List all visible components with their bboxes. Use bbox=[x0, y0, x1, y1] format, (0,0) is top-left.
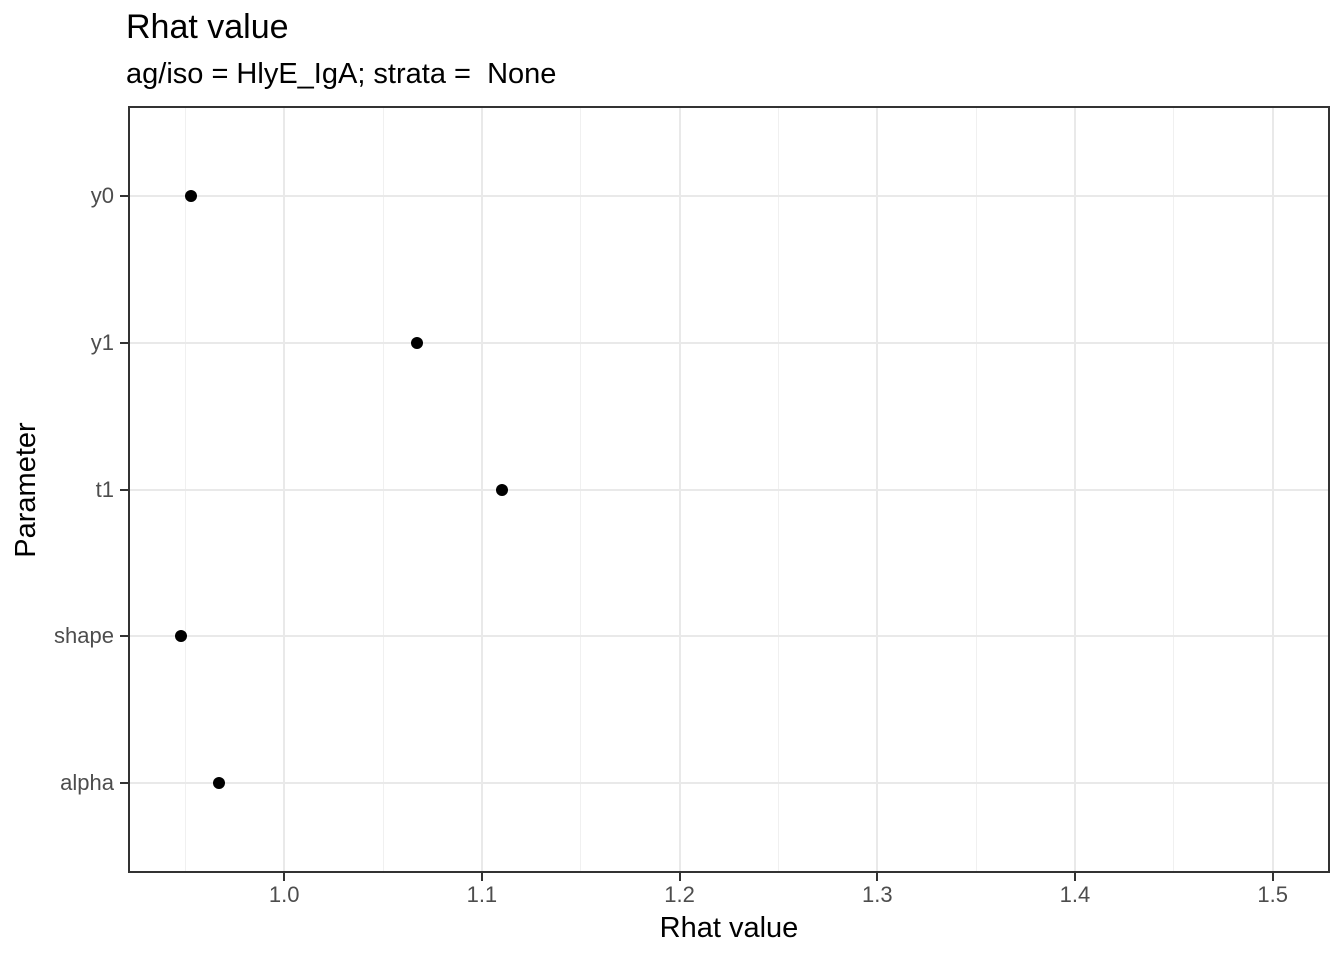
y-axis-tick-label: y1 bbox=[90, 329, 114, 355]
x-axis-tick-label: 1.1 bbox=[466, 882, 498, 907]
grid-line-horizontal-major bbox=[130, 781, 1328, 784]
plot-panel bbox=[128, 106, 1330, 873]
data-point bbox=[495, 483, 508, 496]
y-axis-tick bbox=[120, 781, 128, 784]
data-point bbox=[212, 776, 225, 789]
y-axis-tick-label: y0 bbox=[90, 183, 114, 209]
y-axis-tick bbox=[120, 195, 128, 198]
y-axis-tick bbox=[120, 341, 128, 344]
x-axis-tick-label: 1.4 bbox=[1059, 882, 1091, 907]
x-axis-tick-label: 1.3 bbox=[861, 882, 893, 907]
grid-line-horizontal-major bbox=[130, 195, 1328, 198]
grid-line-horizontal-major bbox=[130, 635, 1328, 638]
plot-title: Rhat value bbox=[126, 8, 289, 46]
x-axis-tick bbox=[876, 873, 879, 881]
x-axis-tick-label: 1.5 bbox=[1257, 882, 1288, 907]
grid-line-horizontal-major bbox=[130, 341, 1328, 344]
x-axis-tick bbox=[1073, 873, 1076, 881]
data-point bbox=[185, 190, 198, 203]
x-axis-tick bbox=[1271, 873, 1274, 881]
x-axis-tick bbox=[678, 873, 681, 881]
x-axis-tick-label: 1.0 bbox=[268, 882, 300, 907]
y-axis-title: Parameter bbox=[10, 422, 42, 558]
data-point bbox=[410, 336, 423, 349]
x-axis-tick bbox=[480, 873, 483, 881]
x-axis-title: Rhat value bbox=[659, 912, 799, 944]
y-axis-tick-label: alpha bbox=[60, 769, 114, 795]
y-axis-tick bbox=[120, 488, 128, 491]
grid-line-horizontal-major bbox=[130, 488, 1328, 491]
x-axis-tick bbox=[283, 873, 286, 881]
data-point bbox=[175, 630, 188, 643]
y-axis-tick bbox=[120, 635, 128, 638]
x-axis-tick-label: 1.2 bbox=[664, 882, 695, 907]
plot-subtitle: ag/iso = HlyE_IgA; strata = None bbox=[126, 58, 557, 90]
y-axis-tick-label: t1 bbox=[95, 476, 114, 502]
y-axis-tick-label: shape bbox=[54, 623, 114, 649]
